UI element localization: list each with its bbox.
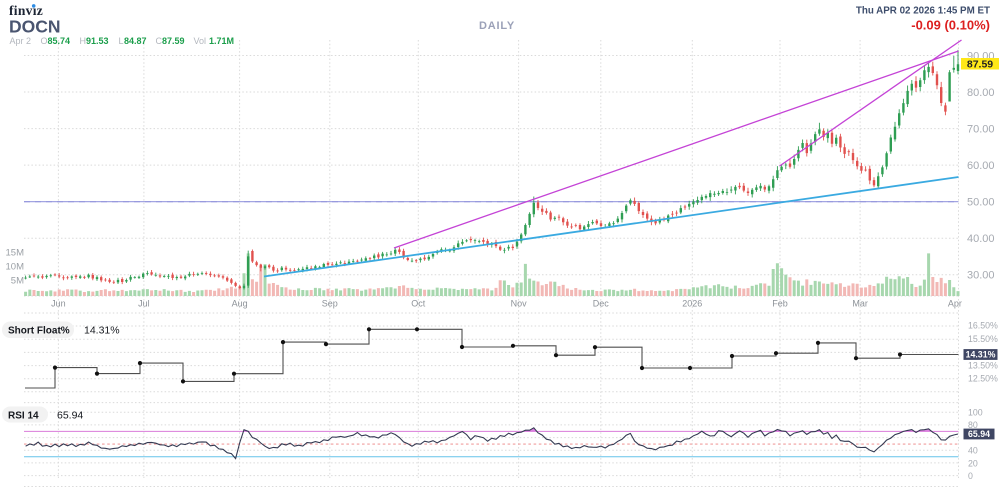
svg-text:H: H (80, 36, 87, 46)
svg-text:Vol: Vol (194, 36, 207, 46)
svg-text:30.00: 30.00 (967, 270, 995, 282)
svg-text:10M: 10M (6, 261, 25, 272)
svg-text:84.87: 84.87 (124, 36, 147, 46)
svg-text:87.59: 87.59 (967, 58, 993, 70)
svg-text:65.94: 65.94 (968, 429, 990, 439)
svg-text:65.94: 65.94 (57, 410, 83, 422)
svg-text:O: O (41, 36, 48, 46)
svg-text:Oct: Oct (411, 298, 426, 308)
svg-text:91.53: 91.53 (86, 36, 109, 46)
svg-text:0: 0 (968, 471, 973, 481)
svg-text:L: L (119, 36, 124, 46)
svg-text:60.00: 60.00 (967, 160, 995, 172)
svg-text:80: 80 (968, 420, 978, 430)
svg-text:16.50%: 16.50% (968, 321, 998, 331)
svg-text:20: 20 (968, 458, 978, 468)
svg-text:Apr: Apr (948, 298, 962, 308)
svg-text:15M: 15M (6, 247, 25, 258)
svg-text:2026: 2026 (682, 298, 702, 308)
svg-text:50.00: 50.00 (967, 197, 995, 209)
svg-text:40.00: 40.00 (967, 233, 995, 245)
svg-text:Nov: Nov (511, 298, 528, 308)
svg-text:15.50%: 15.50% (968, 334, 998, 344)
svg-text:14.31%: 14.31% (84, 325, 120, 337)
svg-text:C: C (156, 36, 163, 46)
svg-text:87.59: 87.59 (162, 36, 185, 46)
svg-text:-0.09 (0.10%): -0.09 (0.10%) (911, 18, 990, 33)
svg-text:40: 40 (968, 446, 978, 456)
svg-text:13.50%: 13.50% (968, 360, 998, 370)
svg-text:Jun: Jun (51, 298, 66, 308)
svg-text:Mar: Mar (852, 298, 868, 308)
svg-text:Aug: Aug (232, 298, 248, 308)
svg-text:14.31%: 14.31% (966, 350, 996, 360)
svg-text:85.74: 85.74 (48, 36, 71, 46)
svg-text:100: 100 (968, 407, 983, 417)
svg-text:80.00: 80.00 (967, 87, 995, 99)
svg-text:RSI 14: RSI 14 (8, 411, 39, 422)
svg-text:Sep: Sep (322, 298, 338, 308)
svg-text:Thu APR 02 2026 1:45 PM ET: Thu APR 02 2026 1:45 PM ET (856, 6, 990, 17)
svg-text:Short Float%: Short Float% (8, 326, 70, 337)
svg-text:Apr 2: Apr 2 (10, 36, 32, 46)
svg-text:Jul: Jul (138, 298, 150, 308)
svg-text:DAILY: DAILY (479, 20, 515, 32)
svg-text:70.00: 70.00 (967, 124, 995, 136)
svg-text:5M: 5M (11, 275, 24, 286)
svg-text:Feb: Feb (772, 298, 788, 308)
svg-text:1.71M: 1.71M (209, 36, 234, 46)
svg-text:DOCN: DOCN (9, 17, 61, 37)
svg-text:12.50%: 12.50% (968, 374, 998, 384)
svg-text:Dec: Dec (593, 298, 610, 308)
